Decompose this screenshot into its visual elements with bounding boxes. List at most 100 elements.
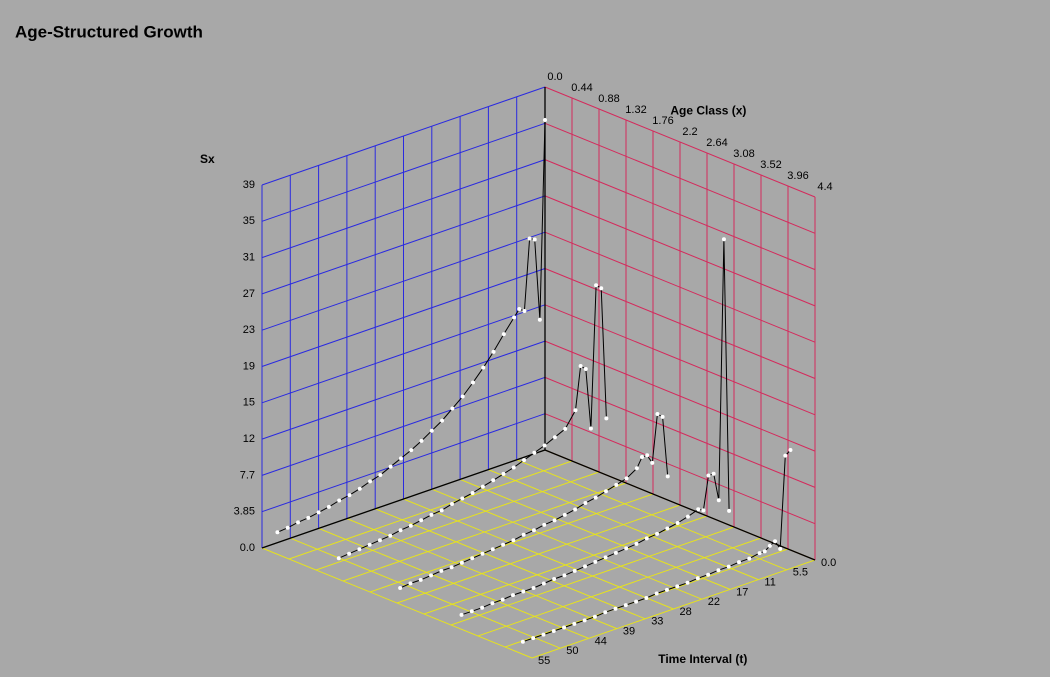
data-point bbox=[551, 629, 556, 634]
x-tick-label: 0.0 bbox=[821, 557, 836, 569]
data-point bbox=[368, 479, 373, 484]
data-point bbox=[531, 636, 536, 641]
data-point bbox=[788, 448, 793, 453]
age-axis-title: Age Class (x) bbox=[670, 103, 746, 117]
data-point bbox=[510, 593, 515, 598]
data-point bbox=[429, 512, 434, 517]
y-tick-label: 23 bbox=[243, 324, 255, 336]
age-tick-label: 0.0 bbox=[547, 71, 562, 83]
floor-grid-line bbox=[396, 504, 681, 604]
data-point bbox=[757, 551, 762, 556]
data-point bbox=[470, 491, 475, 496]
data-point bbox=[592, 614, 597, 619]
data-point bbox=[650, 460, 655, 465]
y-tick-label: 0.0 bbox=[240, 542, 255, 554]
data-point bbox=[726, 564, 731, 569]
x-tick-label: 28 bbox=[680, 606, 692, 618]
grid bbox=[261, 86, 816, 659]
y-tick-label: 31 bbox=[243, 252, 255, 264]
data-point bbox=[347, 551, 352, 556]
data-point bbox=[582, 618, 587, 623]
data-point bbox=[552, 518, 557, 523]
data-point bbox=[326, 504, 331, 509]
y-tick-label: 39 bbox=[243, 179, 255, 191]
data-point bbox=[408, 581, 413, 586]
data-point bbox=[660, 414, 665, 419]
age-tick-label: 3.52 bbox=[760, 159, 781, 171]
data-point bbox=[706, 473, 711, 478]
data-point bbox=[481, 365, 486, 370]
data-point bbox=[716, 498, 721, 503]
data-point bbox=[572, 621, 577, 626]
data-point bbox=[460, 394, 465, 399]
data-point bbox=[398, 528, 403, 533]
data-point bbox=[532, 237, 537, 242]
data-point bbox=[623, 603, 628, 608]
data-point bbox=[614, 482, 619, 487]
data-point bbox=[773, 539, 778, 544]
data-point bbox=[522, 308, 527, 313]
data-point bbox=[377, 538, 382, 543]
data-point bbox=[388, 533, 393, 538]
data-point bbox=[409, 448, 414, 453]
data-point bbox=[470, 556, 475, 561]
data-point bbox=[541, 632, 546, 637]
data-point bbox=[706, 572, 711, 577]
data-point bbox=[665, 526, 670, 531]
age-tick-label: 0.88 bbox=[598, 93, 619, 105]
data-point bbox=[419, 518, 424, 523]
data-point bbox=[511, 538, 516, 543]
data-point bbox=[624, 546, 629, 551]
data-point bbox=[537, 317, 542, 322]
x-tick-label: 33 bbox=[651, 616, 663, 628]
floor-grid-line bbox=[477, 537, 762, 637]
data-point bbox=[490, 547, 495, 552]
data-point bbox=[644, 596, 649, 601]
age-tick-label: 4.4 bbox=[817, 181, 832, 193]
data-point bbox=[624, 476, 629, 481]
data-point bbox=[449, 565, 454, 570]
data-point bbox=[563, 426, 568, 431]
data-point bbox=[562, 512, 567, 517]
data-point bbox=[604, 416, 609, 421]
data-point bbox=[450, 501, 454, 506]
data-point bbox=[767, 543, 772, 548]
data-point bbox=[613, 550, 618, 555]
data-point bbox=[747, 556, 752, 561]
x-tick-label: 39 bbox=[623, 626, 635, 638]
chart-title: Age-Structured Growth bbox=[15, 22, 203, 41]
data-point bbox=[588, 426, 593, 431]
data-point bbox=[439, 568, 444, 573]
data-point bbox=[562, 625, 567, 630]
data-point bbox=[696, 507, 701, 512]
data-point bbox=[378, 472, 383, 477]
age-tick-label: 1.32 bbox=[625, 104, 646, 116]
data-point bbox=[532, 450, 537, 455]
data-point bbox=[583, 564, 588, 569]
data-point bbox=[634, 466, 639, 471]
data-point bbox=[501, 471, 506, 476]
data-point bbox=[593, 559, 598, 564]
data-point bbox=[480, 551, 485, 556]
data-point bbox=[459, 560, 464, 565]
data-point bbox=[531, 528, 536, 533]
data-point bbox=[552, 576, 557, 581]
data-point bbox=[296, 520, 301, 525]
data-point bbox=[695, 576, 700, 581]
data-point bbox=[388, 464, 393, 469]
data-point bbox=[490, 601, 495, 606]
data-point bbox=[640, 455, 644, 460]
data-point bbox=[573, 507, 578, 512]
data-point bbox=[480, 605, 485, 610]
y-axis-title: Sx bbox=[200, 152, 215, 166]
data-point bbox=[491, 478, 496, 483]
age-tick-label: 0.44 bbox=[571, 82, 592, 94]
data-point bbox=[562, 573, 567, 578]
data-point bbox=[542, 443, 547, 448]
age-tick-label: 2.64 bbox=[706, 137, 727, 149]
x-tick-label: 22 bbox=[708, 596, 720, 608]
data-point bbox=[675, 521, 680, 526]
data-point bbox=[541, 581, 546, 586]
